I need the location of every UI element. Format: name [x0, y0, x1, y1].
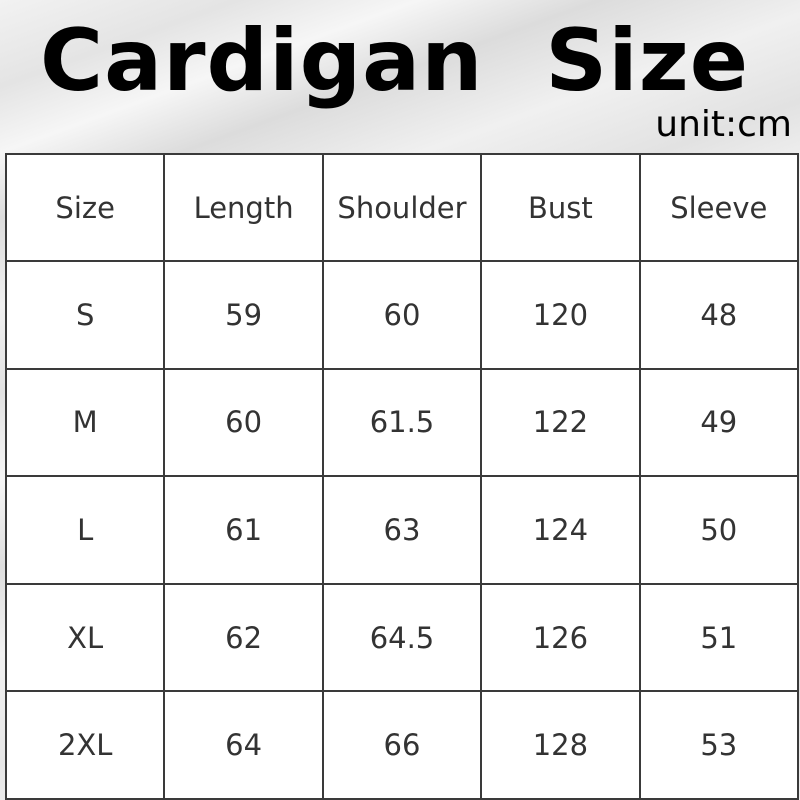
table-cell: 64.5 [321, 582, 483, 693]
table-cell: 49 [638, 367, 800, 478]
table-cell: 62 [163, 582, 324, 693]
table-cell: 66 [321, 690, 483, 800]
table-cell: 126 [480, 582, 641, 693]
table-row: XL 62 64.5 126 51 [4, 582, 800, 693]
header-cell: Shoulder [321, 153, 483, 262]
table-cell: 53 [638, 690, 800, 800]
page-title: Cardigan Size [40, 11, 750, 111]
header-cell: Length [163, 153, 324, 262]
table-row: L 61 63 124 50 [4, 475, 800, 585]
table-cell: 51 [638, 582, 800, 693]
table-cell: 2XL [4, 690, 166, 800]
table-cell: 60 [163, 367, 324, 478]
table-cell: 50 [638, 475, 800, 585]
table-cell: 128 [480, 690, 641, 800]
header-row: Size Length Shoulder Bust Sleeve [4, 153, 800, 262]
table-cell: 61 [163, 475, 324, 585]
table-cell: L [4, 475, 166, 585]
table-cell: 61.5 [321, 367, 483, 478]
table-cell: S [4, 260, 166, 370]
table-cell: 122 [480, 367, 641, 478]
table-cell: 59 [163, 260, 324, 370]
table-cell: 48 [638, 260, 800, 370]
table-cell: 120 [480, 260, 641, 370]
unit-label: unit:cm [655, 104, 792, 145]
table-cell: 124 [480, 475, 641, 585]
header-cell: Size [4, 153, 166, 262]
table-row: 2XL 64 66 128 53 [4, 690, 800, 800]
table-row: S 59 60 120 48 [4, 260, 800, 370]
table-cell: 60 [321, 260, 483, 370]
table-cell: M [4, 367, 166, 478]
table-cell: XL [4, 582, 166, 693]
size-table: Size Length Shoulder Bust Sleeve S 59 60 120 48 M 6… [4, 153, 800, 800]
table-row: M 60 61.5 122 49 [4, 367, 800, 478]
table-cell: 64 [163, 690, 324, 800]
header-cell: Sleeve [638, 153, 800, 262]
header-cell: Bust [480, 153, 641, 262]
table-cell: 63 [321, 475, 483, 585]
